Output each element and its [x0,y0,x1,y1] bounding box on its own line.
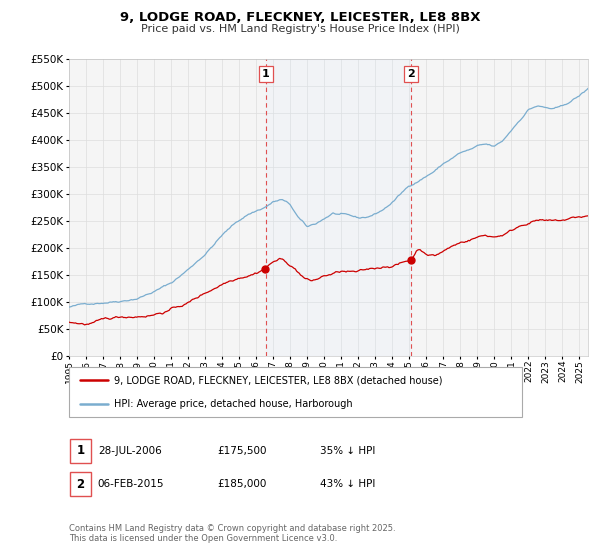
Text: HPI: Average price, detached house, Harborough: HPI: Average price, detached house, Harb… [115,399,353,409]
Text: 35% ↓ HPI: 35% ↓ HPI [320,446,375,456]
Text: 2: 2 [76,478,85,491]
Text: 1: 1 [76,444,85,458]
Text: 43% ↓ HPI: 43% ↓ HPI [320,479,375,489]
Text: Contains HM Land Registry data © Crown copyright and database right 2025.
This d: Contains HM Land Registry data © Crown c… [69,524,395,543]
Text: 9, LODGE ROAD, FLECKNEY, LEICESTER, LE8 8BX (detached house): 9, LODGE ROAD, FLECKNEY, LEICESTER, LE8 … [115,375,443,385]
Text: Price paid vs. HM Land Registry's House Price Index (HPI): Price paid vs. HM Land Registry's House … [140,24,460,34]
Text: 2: 2 [407,69,415,79]
Text: 06-FEB-2015: 06-FEB-2015 [98,479,164,489]
Text: £175,500: £175,500 [218,446,267,456]
Text: £185,000: £185,000 [218,479,267,489]
Text: 9, LODGE ROAD, FLECKNEY, LEICESTER, LE8 8BX: 9, LODGE ROAD, FLECKNEY, LEICESTER, LE8 … [120,11,480,24]
Bar [266,59,411,356]
Text: 28-JUL-2006: 28-JUL-2006 [98,446,161,456]
Text: 1: 1 [262,69,270,79]
